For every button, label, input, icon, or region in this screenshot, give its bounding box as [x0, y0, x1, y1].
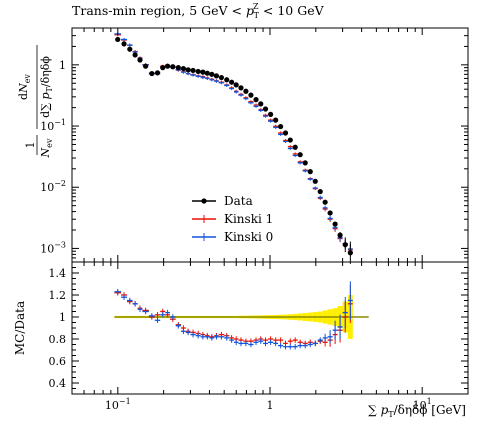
data-point — [127, 46, 133, 52]
data-point — [121, 41, 127, 47]
data-point — [262, 106, 269, 112]
data-point — [248, 92, 254, 98]
data-point — [243, 88, 249, 94]
y-label-numerator: dNev — [17, 74, 32, 100]
data-point — [154, 70, 161, 76]
main-y-ticks: 1 10−1 10−2 10−3 — [40, 27, 468, 263]
data-point — [337, 232, 343, 238]
ratio-y-axis-label: MC/Data — [13, 301, 27, 355]
data-point — [218, 74, 225, 81]
data-point — [160, 65, 166, 71]
x-tick-label: 1 — [267, 399, 274, 412]
legend-label: Data — [224, 194, 253, 208]
y-label-lhs: 1 — [24, 142, 37, 149]
legend: Data Kinski 1 Kinski 0 — [192, 194, 273, 244]
data-point — [327, 210, 333, 216]
data-point — [132, 52, 138, 58]
data-point — [342, 242, 348, 248]
ratio-y-tick-label: 0.6 — [49, 355, 67, 368]
data-point — [292, 144, 298, 150]
ratio-y-tick-label: 1.4 — [49, 267, 67, 280]
data-point — [268, 111, 274, 117]
x-axis-label: ∑ pT/δηδϕ [GeV] — [368, 403, 466, 419]
data-point — [317, 188, 323, 195]
data-point — [258, 101, 264, 107]
legend-label: Kinski 0 — [224, 230, 273, 244]
data-point — [190, 67, 196, 74]
data-point — [149, 70, 155, 77]
data-point — [233, 82, 239, 88]
ratio-series-kinski-0 — [114, 281, 353, 350]
legend-entry-data: Data — [192, 194, 253, 208]
data-point — [302, 160, 308, 166]
chart-title: Trans-min region, 5 GeV < pZ T < 10 GeV — [72, 2, 325, 20]
data-point — [185, 67, 191, 73]
legend-marker — [201, 198, 207, 204]
data-point — [204, 70, 210, 76]
data-point — [209, 71, 215, 77]
data-point — [332, 221, 338, 227]
data-point — [195, 68, 201, 75]
x-tick-label: 101 — [413, 397, 432, 412]
ratio-mc-series — [114, 281, 353, 350]
ratio-x-ticks — [71, 262, 469, 394]
data-point — [143, 63, 149, 69]
data-point — [322, 199, 328, 205]
data-point — [312, 178, 318, 184]
ratio-panel-frame — [71, 261, 469, 395]
x-tick-label: 10−1 — [105, 397, 131, 412]
data-point — [287, 137, 293, 143]
data-point — [273, 117, 279, 123]
main-x-ticks — [71, 28, 469, 262]
y-tick-label: 10−2 — [40, 179, 66, 194]
main-data-points — [115, 36, 353, 264]
data-point — [297, 152, 303, 158]
legend-entry-kinski-1: Kinski 1 — [192, 212, 273, 226]
x-tick-labels: 10−1 1 101 — [105, 397, 432, 412]
data-point — [170, 64, 176, 70]
main-panel-frame — [71, 27, 469, 263]
data-point — [200, 69, 206, 75]
ratio-y-ticks: 0.4 0.6 0.8 1 1.2 1.4 — [49, 261, 468, 390]
y-label-denominator: d∑ pT/δηδϕ — [39, 56, 54, 118]
ratio-y-tick-label: 1.2 — [49, 289, 67, 302]
y-tick-label: 10−3 — [40, 240, 66, 255]
data-point — [115, 36, 121, 43]
data-point — [229, 79, 235, 85]
data-point — [278, 123, 284, 130]
legend-entry-kinski-0: Kinski 0 — [192, 230, 273, 244]
data-point — [213, 73, 220, 79]
ratio-y-tick-label: 0.8 — [49, 333, 67, 346]
y-tick-label: 1 — [59, 59, 66, 72]
ratio-y-tick-label: 0.4 — [49, 377, 67, 390]
data-point — [137, 57, 143, 63]
y-label-nev: Nev — [39, 138, 54, 158]
data-point — [238, 85, 244, 91]
ratio-panel: 0.4 0.6 0.8 1 1.2 1.4 MC/Data — [13, 261, 469, 395]
data-point — [307, 169, 313, 175]
data-point — [224, 77, 230, 83]
data-point — [253, 97, 259, 103]
y-tick-label: 10−1 — [40, 118, 66, 133]
data-point — [282, 130, 289, 136]
data-point — [347, 250, 353, 256]
legend-label: Kinski 1 — [224, 212, 273, 226]
data-point — [180, 65, 187, 72]
data-point — [175, 65, 181, 71]
data-point — [164, 63, 171, 69]
ratio-y-tick-label: 1 — [59, 311, 66, 324]
